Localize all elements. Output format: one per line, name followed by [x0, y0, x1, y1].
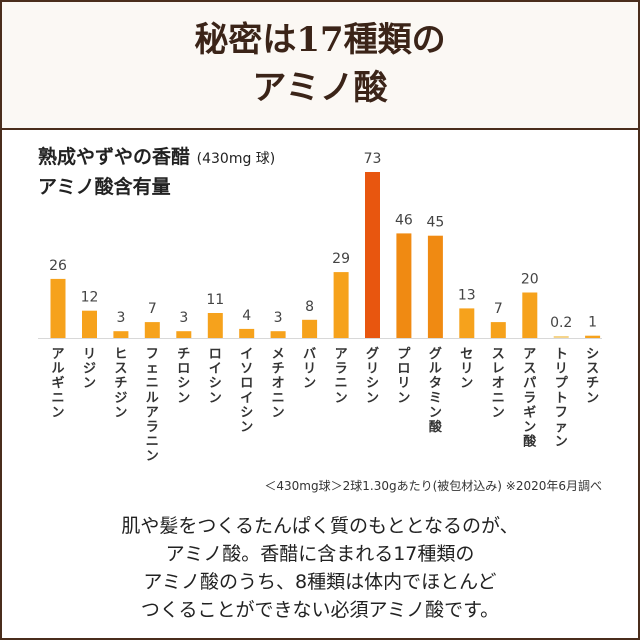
- bar-5: [207, 313, 223, 338]
- category-label-13: セリン: [460, 347, 473, 391]
- description-line: アミノ酸。香醋に含まれる17種類の: [165, 543, 475, 565]
- category-label-2: ヒスチジン: [114, 347, 127, 420]
- value-label-5: 11: [206, 292, 224, 308]
- bar-14: [490, 322, 506, 338]
- value-label-4: 3: [179, 310, 188, 326]
- footnote: ＜430mg球＞2球1.30gあたり(被包材込み) ※2020年6月調べ: [264, 479, 602, 493]
- bar-17: [585, 335, 601, 338]
- bar-2: [113, 331, 129, 338]
- value-label-1: 12: [81, 290, 99, 306]
- value-label-7: 3: [274, 310, 283, 326]
- category-label-10: グリシン: [366, 346, 379, 406]
- category-label-0: アルギニン: [51, 347, 64, 420]
- category-label-9: アラニン: [335, 347, 348, 406]
- bar-0: [50, 278, 66, 338]
- bar-4: [176, 331, 192, 338]
- category-label-15: アスパラギン酸: [523, 347, 537, 450]
- chart-title-paren: (430mg 球): [196, 151, 276, 167]
- value-label-8: 8: [305, 299, 314, 315]
- bar-1: [82, 310, 97, 338]
- description-line: 肌や髪をつくるたんぱく質のもととなるのが、: [121, 515, 519, 537]
- bar-15: [522, 292, 538, 338]
- bar-11: [396, 233, 412, 338]
- description-text: 肌や髪をつくるたんぱく質のもととなるのが、 アミノ酸。香醋に含まれる17種類の …: [0, 512, 640, 624]
- bar-12: [427, 235, 443, 338]
- value-label-10: 73: [364, 151, 382, 167]
- value-label-11: 46: [395, 212, 413, 228]
- value-label-17: 1: [588, 315, 597, 331]
- bar-6: [239, 328, 255, 338]
- chart-title: 熟成やずやの香醋 (430mg 球) アミノ酸含有量: [38, 143, 275, 201]
- category-label-14: スレオニン: [492, 347, 505, 420]
- category-label-5: ロイシン: [209, 347, 222, 406]
- value-label-6: 4: [242, 308, 251, 324]
- headline-line-2: アミノ酸: [252, 68, 388, 108]
- chart-title-main: 熟成やずやの香醋: [38, 146, 191, 168]
- value-label-14: 7: [494, 301, 503, 317]
- description-line: アミノ酸のうち、8種類は体内でほとんど: [143, 571, 497, 593]
- category-label-3: フェニルアラニン: [146, 347, 159, 464]
- category-label-6: イソロイシン: [240, 347, 253, 435]
- category-label-1: リジン: [83, 347, 96, 391]
- bar-8: [302, 319, 318, 338]
- bar-3: [144, 322, 160, 338]
- value-label-16: 0.2: [550, 315, 572, 331]
- bar-7: [270, 331, 286, 338]
- value-label-2: 3: [116, 310, 125, 326]
- bar-10: [365, 172, 380, 338]
- value-label-15: 20: [521, 272, 539, 288]
- bar-13: [459, 308, 475, 338]
- category-label-17: シスチン: [586, 347, 599, 406]
- category-label-12: グルタミン酸: [429, 346, 443, 435]
- chart-title-line-2: アミノ酸含有量: [38, 176, 171, 198]
- headline-line-1: 秘密は17種類の: [194, 20, 446, 60]
- value-label-12: 45: [426, 215, 444, 231]
- category-label-4: チロシン: [177, 347, 190, 406]
- bar-16: [553, 336, 569, 338]
- value-label-3: 7: [148, 301, 157, 317]
- description-line: つくることができない必須アミノ酸です。: [140, 599, 500, 621]
- bar-9: [333, 272, 349, 338]
- value-label-13: 13: [458, 287, 476, 303]
- value-label-9: 29: [332, 251, 350, 267]
- category-label-11: プロリン: [397, 347, 411, 406]
- category-label-7: メチオニン: [272, 347, 285, 420]
- category-label-16: トリプトファン: [555, 347, 569, 450]
- header-banner: 秘密は17種類の アミノ酸: [2, 2, 638, 130]
- category-label-8: バリン: [303, 347, 316, 391]
- value-label-0: 26: [49, 258, 67, 274]
